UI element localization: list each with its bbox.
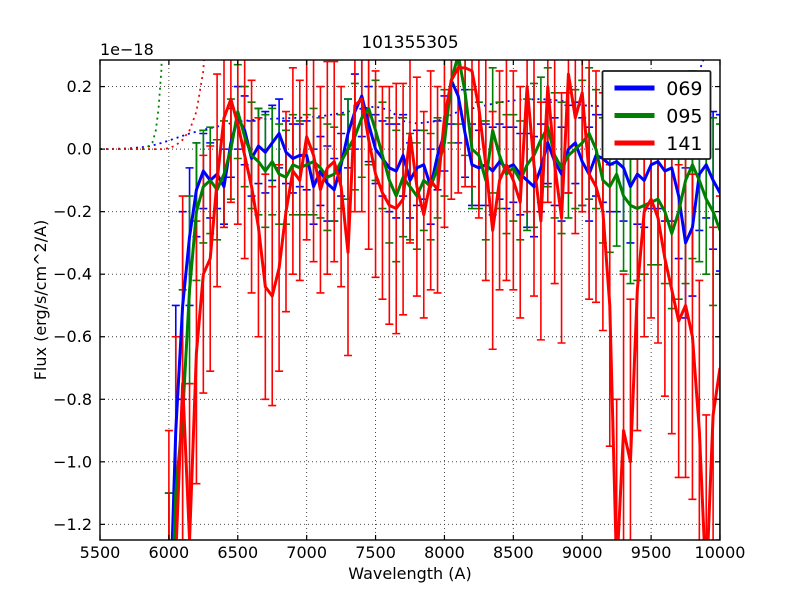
legend-label-141: 141: [666, 133, 702, 155]
y-tick-label: −0.8: [53, 390, 92, 409]
x-tick-label: 10000: [695, 543, 746, 562]
chart-title: 101355305: [361, 33, 458, 53]
y-tick-label: −1.2: [53, 515, 92, 534]
x-tick-label: 6500: [217, 543, 258, 562]
legend-box: [601, 70, 712, 160]
y-axis-label: Flux (erg/s/cm^2/A): [31, 220, 50, 381]
y-tick-label: −1.0: [53, 452, 92, 471]
legend: 069 095 141: [601, 70, 712, 160]
legend-label-095: 095: [666, 106, 702, 128]
noise-curve-141: [100, 60, 205, 151]
x-tick-label: 6000: [149, 543, 190, 562]
x-tick-label: 9000: [562, 543, 603, 562]
y-tick-label: 0.2: [67, 77, 92, 96]
x-tick-label: 5500: [80, 543, 121, 562]
y-offset-label: 1e−18: [100, 40, 154, 59]
y-tick-label: 0.0: [67, 140, 92, 159]
x-tick-labels: 5500 6000 6500 7000 7500 8000 8500 9000 9500 1000…: [80, 543, 746, 562]
x-tick-label: 9500: [631, 543, 672, 562]
legend-label-069: 069: [666, 78, 702, 100]
y-tick-label: −0.2: [53, 202, 92, 221]
series-line-141: [174, 66, 720, 540]
series-line-095: [172, 60, 720, 540]
x-tick-label: 7000: [286, 543, 327, 562]
y-tick-labels: 0.2 0.0 −0.2 −0.4 −0.6 −0.8 −1.0 −1.2: [53, 77, 92, 534]
x-axis-label: Wavelength (A): [348, 564, 471, 583]
y-tick-label: −0.4: [53, 265, 92, 284]
y-tick-label: −0.6: [53, 327, 92, 346]
x-tick-label: 8500: [493, 543, 534, 562]
x-tick-label: 7500: [355, 543, 396, 562]
axis-ticks: [99, 60, 721, 540]
plot-frame: [99, 59, 721, 541]
x-tick-label: 8000: [424, 543, 465, 562]
